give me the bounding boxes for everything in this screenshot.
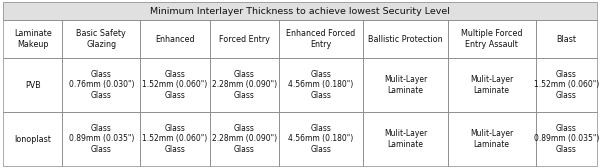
Bar xyxy=(3,58,62,112)
Bar xyxy=(140,58,209,112)
Text: Laminate
Makeup: Laminate Makeup xyxy=(14,29,52,49)
Text: Glass
0.89mm (0.035")
Glass: Glass 0.89mm (0.035") Glass xyxy=(533,124,599,154)
Bar xyxy=(536,112,597,166)
Text: Ballistic Protection: Ballistic Protection xyxy=(368,34,443,44)
Bar xyxy=(536,20,597,58)
Bar xyxy=(279,112,364,166)
Bar xyxy=(279,58,364,112)
Bar xyxy=(140,20,209,58)
Bar xyxy=(364,20,448,58)
Text: Glass
1.52mm (0.060")
Glass: Glass 1.52mm (0.060") Glass xyxy=(142,124,208,154)
Bar xyxy=(3,20,62,58)
Bar xyxy=(140,58,209,112)
Bar xyxy=(279,112,364,166)
Bar xyxy=(62,20,140,58)
Text: Mulit-Layer
Laminate: Mulit-Layer Laminate xyxy=(470,129,514,149)
Bar xyxy=(279,20,364,58)
Bar xyxy=(364,58,448,112)
Text: Enhanced: Enhanced xyxy=(155,34,195,44)
Bar xyxy=(3,112,62,166)
Text: Glass
1.52mm (0.060")
Glass: Glass 1.52mm (0.060") Glass xyxy=(142,70,208,100)
Text: Glass
2.28mm (0.090")
Glass: Glass 2.28mm (0.090") Glass xyxy=(212,70,277,100)
Bar xyxy=(62,20,140,58)
Bar xyxy=(62,58,140,112)
Bar xyxy=(448,20,536,58)
Bar xyxy=(448,20,536,58)
Text: Mulit-Layer
Laminate: Mulit-Layer Laminate xyxy=(384,129,427,149)
Text: Glass
2.28mm (0.090")
Glass: Glass 2.28mm (0.090") Glass xyxy=(212,124,277,154)
Text: Glass
4.56mm (0.180")
Glass: Glass 4.56mm (0.180") Glass xyxy=(289,124,354,154)
Text: Enhanced Forced
Entry: Enhanced Forced Entry xyxy=(286,29,356,49)
Text: Mulit-Layer
Laminate: Mulit-Layer Laminate xyxy=(384,75,427,95)
Bar xyxy=(536,58,597,112)
Bar xyxy=(364,20,448,58)
Bar xyxy=(364,112,448,166)
Bar xyxy=(3,58,62,112)
Bar xyxy=(364,58,448,112)
Bar xyxy=(140,20,209,58)
Bar xyxy=(536,20,597,58)
Bar xyxy=(62,112,140,166)
Bar xyxy=(209,20,279,58)
Bar xyxy=(140,112,209,166)
Bar xyxy=(209,112,279,166)
Bar xyxy=(448,58,536,112)
Text: Blast: Blast xyxy=(556,34,577,44)
Text: Basic Safety
Glazing: Basic Safety Glazing xyxy=(76,29,126,49)
Text: Minimum Interlayer Thickness to achieve lowest Security Level: Minimum Interlayer Thickness to achieve … xyxy=(150,7,450,15)
Bar xyxy=(364,112,448,166)
Text: Glass
0.89mm (0.035")
Glass: Glass 0.89mm (0.035") Glass xyxy=(68,124,134,154)
Bar xyxy=(279,58,364,112)
Bar xyxy=(209,20,279,58)
Bar xyxy=(62,112,140,166)
Bar xyxy=(536,112,597,166)
Bar xyxy=(3,20,62,58)
Text: Ionoplast: Ionoplast xyxy=(14,135,51,143)
Text: Forced Entry: Forced Entry xyxy=(219,34,269,44)
Bar xyxy=(209,58,279,112)
Bar xyxy=(536,58,597,112)
Bar xyxy=(448,112,536,166)
Text: Glass
1.52mm (0.060")
Glass: Glass 1.52mm (0.060") Glass xyxy=(533,70,599,100)
Bar xyxy=(448,58,536,112)
Text: Multiple Forced
Entry Assault: Multiple Forced Entry Assault xyxy=(461,29,523,49)
Text: Mulit-Layer
Laminate: Mulit-Layer Laminate xyxy=(470,75,514,95)
Text: Glass
0.76mm (0.030")
Glass: Glass 0.76mm (0.030") Glass xyxy=(68,70,134,100)
Bar xyxy=(209,58,279,112)
Bar xyxy=(209,112,279,166)
Bar xyxy=(3,2,597,20)
Bar xyxy=(448,112,536,166)
Text: PVB: PVB xyxy=(25,80,41,90)
Bar xyxy=(279,20,364,58)
Bar xyxy=(3,112,62,166)
Text: Glass
4.56mm (0.180")
Glass: Glass 4.56mm (0.180") Glass xyxy=(289,70,354,100)
Bar xyxy=(140,112,209,166)
Bar xyxy=(62,58,140,112)
Bar xyxy=(3,2,597,20)
